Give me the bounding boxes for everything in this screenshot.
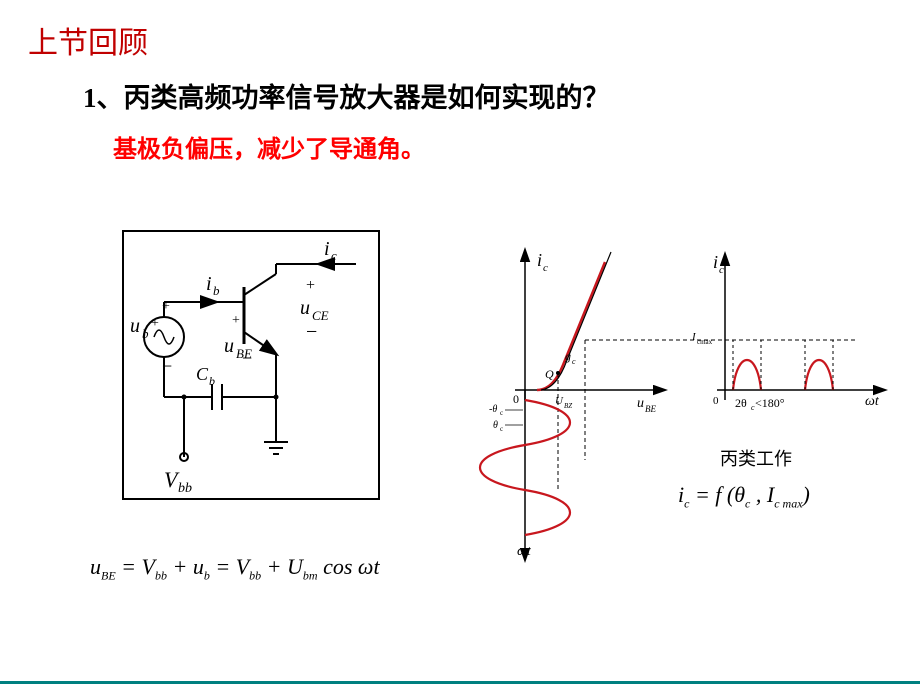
svg-text:u: u: [637, 396, 644, 411]
svg-text:+: +: [151, 316, 159, 331]
svg-text:ωt: ωt: [517, 544, 532, 559]
svg-text:Q: Q: [545, 367, 554, 381]
svg-text:bb: bb: [178, 481, 192, 496]
svg-text:i: i: [537, 250, 542, 270]
svg-text:u: u: [224, 335, 234, 357]
svg-text:cmax: cmax: [697, 338, 713, 346]
svg-text:-θ: -θ: [489, 404, 497, 415]
svg-text:ωt: ωt: [865, 394, 880, 409]
waveform-graphs: i c u BE 0 Q g c U BZ ωt -θ c θ c i c ωt…: [455, 240, 895, 570]
svg-text:+: +: [232, 313, 240, 328]
svg-text:2θ: 2θ: [735, 396, 747, 410]
svg-text:c: c: [543, 262, 548, 274]
svg-text:−: −: [306, 321, 317, 343]
equation-ube: uBE = Vbb + ub = Vbb + Ubm cos ωt: [90, 554, 380, 583]
answer-text: 基极负偏压，减少了导通角。: [113, 129, 892, 164]
svg-text:c: c: [331, 248, 337, 263]
svg-text:0: 0: [713, 395, 719, 407]
svg-text:θ: θ: [493, 420, 498, 431]
svg-text:c: c: [500, 425, 503, 433]
svg-text:c: c: [719, 264, 724, 276]
svg-text:b: b: [142, 326, 149, 341]
slide-title: 上节回顾: [28, 18, 892, 62]
svg-text:−: −: [242, 348, 252, 368]
svg-text:g: g: [565, 349, 571, 363]
graph-caption: 丙类工作: [720, 445, 792, 471]
svg-text:b: b: [213, 283, 220, 298]
svg-text:+: +: [306, 277, 315, 294]
svg-text:BZ: BZ: [564, 402, 572, 410]
svg-text:c: c: [572, 357, 576, 366]
equation-ic: ic = f (θc , Ic max): [678, 482, 810, 511]
svg-text:U: U: [555, 395, 564, 407]
svg-text:u: u: [130, 315, 140, 337]
svg-text:c: c: [500, 409, 503, 417]
svg-text:<180°: <180°: [755, 396, 785, 410]
footer-accent-line: [0, 681, 920, 684]
svg-text:b: b: [209, 374, 215, 388]
svg-text:BE: BE: [645, 404, 656, 414]
svg-text:i: i: [324, 238, 330, 260]
svg-text:0: 0: [513, 392, 519, 406]
svg-text:i: i: [206, 273, 212, 295]
question-text: 1、丙类高频功率信号放大器是如何实现的？: [83, 76, 892, 115]
svg-text:C: C: [196, 364, 209, 384]
svg-text:u: u: [300, 297, 310, 319]
svg-text:i: i: [713, 252, 718, 272]
circuit-diagram: + − u b + i b i c u CE + − u BE + − C b …: [122, 230, 380, 500]
